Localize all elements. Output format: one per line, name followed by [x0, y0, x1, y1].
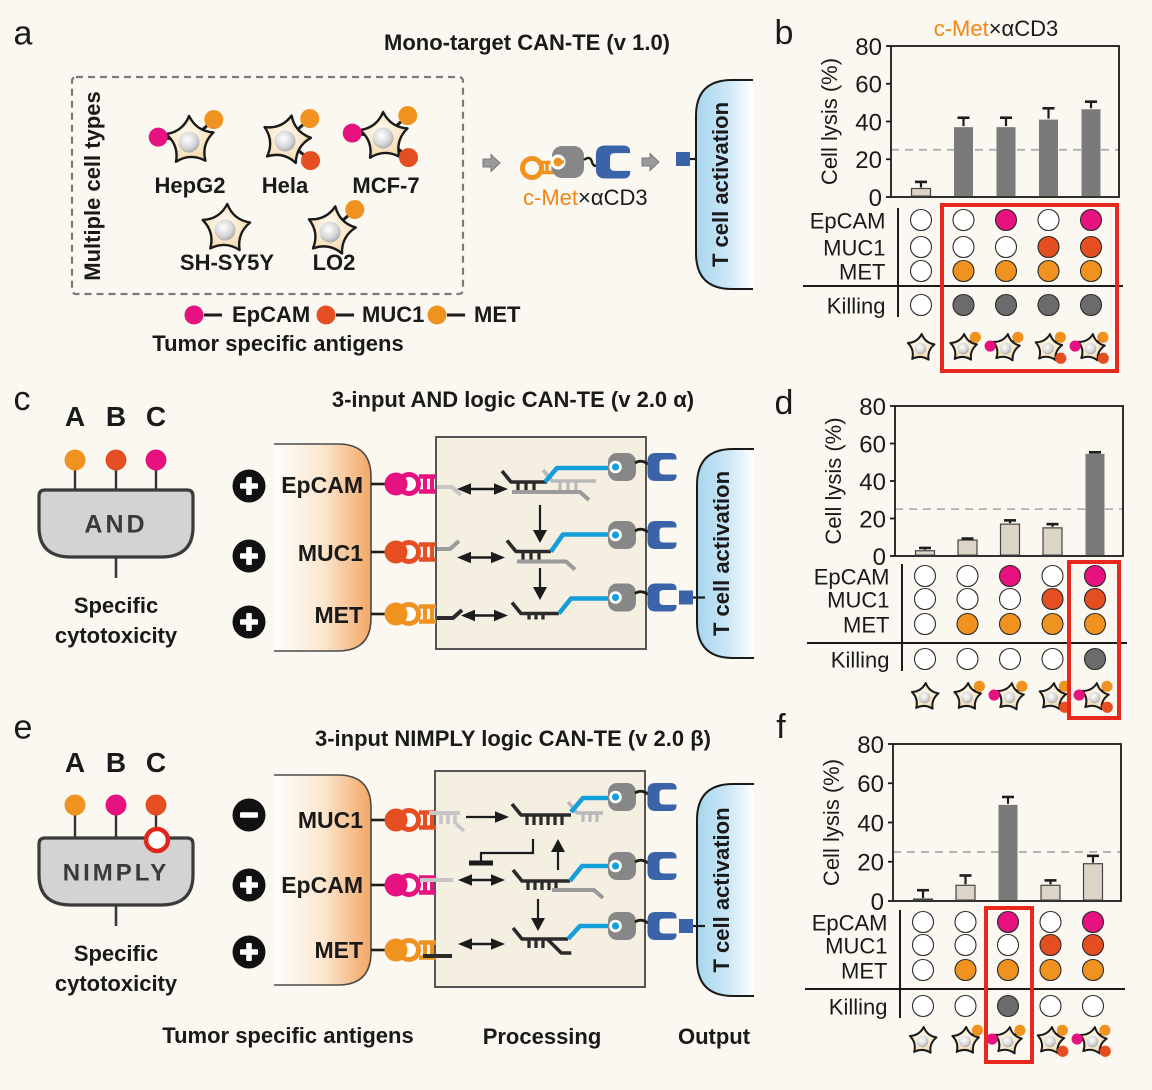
- svg-text:cytotoxicity: cytotoxicity: [55, 623, 178, 648]
- svg-text:d: d: [775, 384, 794, 422]
- svg-text:20: 20: [859, 506, 886, 533]
- svg-text:Cell lysis (%): Cell lysis (%): [819, 759, 844, 886]
- svg-text:T cell activation: T cell activation: [709, 471, 734, 636]
- svg-text:MCF-7: MCF-7: [352, 173, 419, 198]
- svg-text:Cell lysis (%): Cell lysis (%): [821, 417, 846, 544]
- svg-text:MET: MET: [314, 937, 363, 963]
- svg-text:MUC1: MUC1: [827, 588, 889, 613]
- svg-text:cytotoxicity: cytotoxicity: [55, 971, 178, 996]
- svg-text:MUC1: MUC1: [298, 540, 363, 566]
- svg-text:Specific: Specific: [74, 941, 158, 966]
- svg-text:80: 80: [859, 394, 886, 421]
- svg-text:20: 20: [857, 850, 884, 877]
- svg-text:40: 40: [857, 810, 884, 837]
- svg-text:MET: MET: [314, 602, 363, 628]
- svg-text:T cell activation: T cell activation: [708, 102, 733, 267]
- svg-text:Tumor specific antigens: Tumor specific antigens: [162, 1023, 413, 1048]
- svg-text:Hela: Hela: [262, 173, 309, 198]
- svg-text:0: 0: [869, 185, 882, 212]
- svg-text:Killing: Killing: [827, 294, 886, 319]
- svg-text:B: B: [106, 747, 126, 778]
- svg-text:MET: MET: [841, 959, 887, 984]
- svg-text:HepG2: HepG2: [155, 173, 226, 198]
- svg-text:80: 80: [857, 732, 884, 759]
- svg-text:60: 60: [859, 431, 886, 458]
- svg-text:Specific: Specific: [74, 593, 158, 618]
- svg-text:Cell lysis (%): Cell lysis (%): [817, 58, 842, 185]
- svg-text:MUC1: MUC1: [298, 807, 363, 833]
- svg-text:EpCAM: EpCAM: [810, 209, 886, 234]
- svg-text:B: B: [106, 401, 126, 432]
- svg-text:MUC1: MUC1: [362, 302, 424, 327]
- svg-text:Killing: Killing: [831, 648, 890, 673]
- svg-text:0: 0: [873, 544, 886, 571]
- svg-text:80: 80: [855, 34, 882, 61]
- svg-text:EpCAM: EpCAM: [281, 872, 363, 898]
- svg-text:EpCAM: EpCAM: [812, 911, 888, 936]
- svg-text:Killing: Killing: [829, 995, 888, 1020]
- svg-text:40: 40: [855, 109, 882, 136]
- svg-text:AND: AND: [84, 511, 147, 539]
- svg-text:A: A: [65, 747, 85, 778]
- svg-text:40: 40: [859, 469, 886, 496]
- svg-text:MET: MET: [843, 613, 889, 638]
- svg-text:NIMPLY: NIMPLY: [63, 860, 169, 887]
- svg-text:C: C: [146, 401, 166, 432]
- svg-text:EpCAM: EpCAM: [232, 302, 310, 327]
- svg-text:c-Met×αCD3: c-Met×αCD3: [523, 185, 648, 210]
- svg-text:Tumor specific antigens: Tumor specific antigens: [152, 331, 403, 356]
- svg-text:b: b: [775, 14, 794, 52]
- svg-text:3-input NIMPLY logic CAN-TE (v: 3-input NIMPLY logic CAN-TE (v 2.0 β): [315, 726, 711, 751]
- svg-text:e: e: [14, 709, 33, 747]
- svg-text:Mono-target CAN-TE (v 1.0): Mono-target CAN-TE (v 1.0): [384, 30, 670, 55]
- svg-text:MUC1: MUC1: [823, 236, 885, 261]
- svg-text:0: 0: [871, 889, 884, 916]
- svg-text:EpCAM: EpCAM: [814, 565, 890, 590]
- svg-text:MUC1: MUC1: [825, 934, 887, 959]
- svg-text:3-input AND logic CAN-TE (v 2.: 3-input AND logic CAN-TE (v 2.0 α): [332, 387, 694, 412]
- svg-text:C: C: [146, 747, 166, 778]
- svg-text:Multiple cell types: Multiple cell types: [80, 91, 105, 281]
- svg-text:EpCAM: EpCAM: [281, 472, 363, 498]
- svg-text:20: 20: [855, 147, 882, 174]
- svg-text:T cell activation: T cell activation: [709, 807, 734, 972]
- svg-text:MET: MET: [839, 260, 885, 285]
- svg-text:60: 60: [857, 771, 884, 798]
- svg-text:c: c: [14, 380, 31, 418]
- svg-text:f: f: [776, 708, 786, 746]
- svg-text:SH-SY5Y: SH-SY5Y: [180, 250, 274, 275]
- svg-text:A: A: [65, 401, 85, 432]
- svg-text:MET: MET: [474, 302, 521, 327]
- svg-text:a: a: [14, 15, 33, 53]
- svg-text:c-Met×αCD3: c-Met×αCD3: [934, 16, 1059, 41]
- svg-text:LO2: LO2: [313, 250, 356, 275]
- svg-text:60: 60: [855, 72, 882, 99]
- svg-text:Output: Output: [678, 1024, 751, 1049]
- svg-text:Processing: Processing: [483, 1024, 602, 1049]
